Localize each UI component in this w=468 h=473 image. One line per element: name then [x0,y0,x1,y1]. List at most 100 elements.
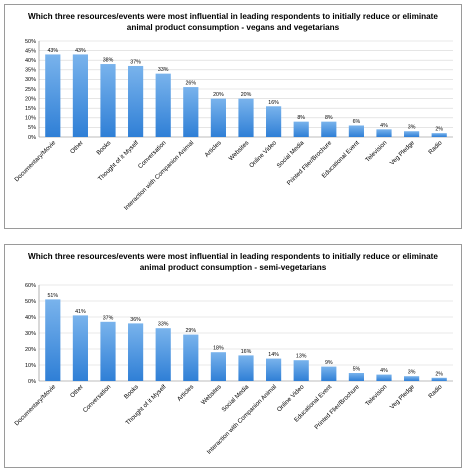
category-label: Documentary/Movie [13,139,57,183]
data-label: 4% [380,123,388,129]
bar-printed-flier-brochure [348,373,364,381]
data-label: 6% [353,119,361,125]
data-label: 4% [380,368,388,374]
data-label: 38% [103,58,114,64]
category-label: Books [95,139,112,156]
category-label: Radio [427,139,444,156]
bar-television [376,129,392,137]
data-label: 3% [408,125,416,131]
bar-documentary-movie [45,54,61,137]
y-tick-label: 50% [25,39,36,45]
data-label: 2% [435,371,443,377]
bar-educational-event [321,366,337,381]
data-label: 37% [130,59,141,65]
chart-title: Which three resources/events were most i… [28,12,438,32]
data-label: 18% [213,346,224,352]
data-label: 14% [268,352,279,358]
category-label: Websites [200,383,223,406]
category-label: Veg Pledge [389,139,417,167]
bar-radio [431,377,447,381]
y-tick-label: 10% [25,363,36,369]
y-tick-label: 10% [25,116,36,122]
data-label: 20% [241,92,252,98]
bar-veg-pledge [404,131,420,137]
bar-social-media [238,355,254,381]
y-tick-label: 25% [25,87,36,93]
data-label: 5% [353,367,361,373]
data-label: 13% [296,354,307,360]
category-label: Documentary/Movie [13,383,57,427]
bar-websites [210,352,226,381]
bar-online-video [266,106,282,137]
y-tick-label: 40% [25,58,36,64]
chart-panel-vegans: Which three resources/events were most i… [4,4,462,229]
bar-thought-of-it-myself [128,65,144,137]
y-tick-label: 35% [25,68,36,74]
y-tick-label: 45% [25,48,36,54]
y-tick-label: 50% [25,299,36,305]
bar-chart-semi-vegetarians: 0% 10% 20% 30% 40% 50% 60% 51% Documentary/Movie… [13,283,453,456]
bar-articles [183,334,199,381]
data-label: 41% [75,309,86,315]
data-label: 51% [47,293,58,299]
bar-printed-flier-brochure [321,121,337,137]
bar-radio [431,133,447,137]
bar-conversation [155,73,171,137]
data-label: 26% [185,81,196,87]
y-tick-label: 20% [25,96,36,102]
bar-online-video [293,360,309,381]
category-label: Books [123,383,140,400]
bar-interaction-with-companion-animal [183,87,199,137]
data-label: 33% [158,322,169,328]
data-label: 16% [241,349,252,355]
bar-documentary-movie [45,299,61,381]
y-tick-label: 5% [28,125,36,131]
data-label: 3% [408,370,416,376]
category-label: Veg Pledge [389,383,417,411]
chart-title: Which three resources/events were most i… [28,252,438,272]
bar-educational-event [348,125,364,137]
category-label: Television [364,139,389,164]
category-label: Other [69,383,85,399]
category-label: Articles [176,383,195,402]
data-label: 43% [75,48,86,54]
data-label: 43% [47,48,58,54]
y-tick-label: 30% [25,331,36,337]
data-label: 20% [213,92,224,98]
bar-articles [210,98,226,137]
chart-panel-semi-vegetarians: Which three resources/events were most i… [4,244,462,468]
bar-books [100,64,116,137]
category-label: Radio [427,383,444,400]
bar-conversation [100,321,116,381]
data-label: 8% [297,115,305,121]
category-label: Websites [228,139,251,162]
data-label: 33% [158,67,169,73]
data-label: 2% [435,127,443,133]
data-label: 37% [103,315,114,321]
bar-websites [238,98,254,137]
category-label: Television [364,383,389,408]
data-label: 36% [130,317,141,323]
bar-interaction-with-companion-animal [266,358,282,381]
data-label: 9% [325,360,333,366]
category-label: Online Video [276,383,306,413]
y-tick-label: 30% [25,77,36,83]
category-label: Online Video [248,139,278,169]
y-tick-label: 15% [25,106,36,112]
bar-other [72,54,88,137]
bar-thought-of-it-myself [155,328,171,381]
y-tick-label: 60% [25,283,36,289]
bar-veg-pledge [404,376,420,381]
bar-other [72,315,88,381]
bar-social-media [293,121,309,137]
data-label: 16% [268,100,279,106]
y-tick-label: 0% [28,135,36,141]
bar-books [128,323,144,381]
y-tick-label: 0% [28,379,36,385]
bar-chart-vegans: 0% 5% 10% 15% 20% 25% 30% 35% 40% 45% 50% 43% Docume… [13,39,453,212]
data-label: 29% [185,328,196,334]
category-label: Articles [204,139,223,158]
y-tick-label: 40% [25,315,36,321]
category-label: Other [69,139,85,155]
category-label: Conversation [82,383,113,414]
